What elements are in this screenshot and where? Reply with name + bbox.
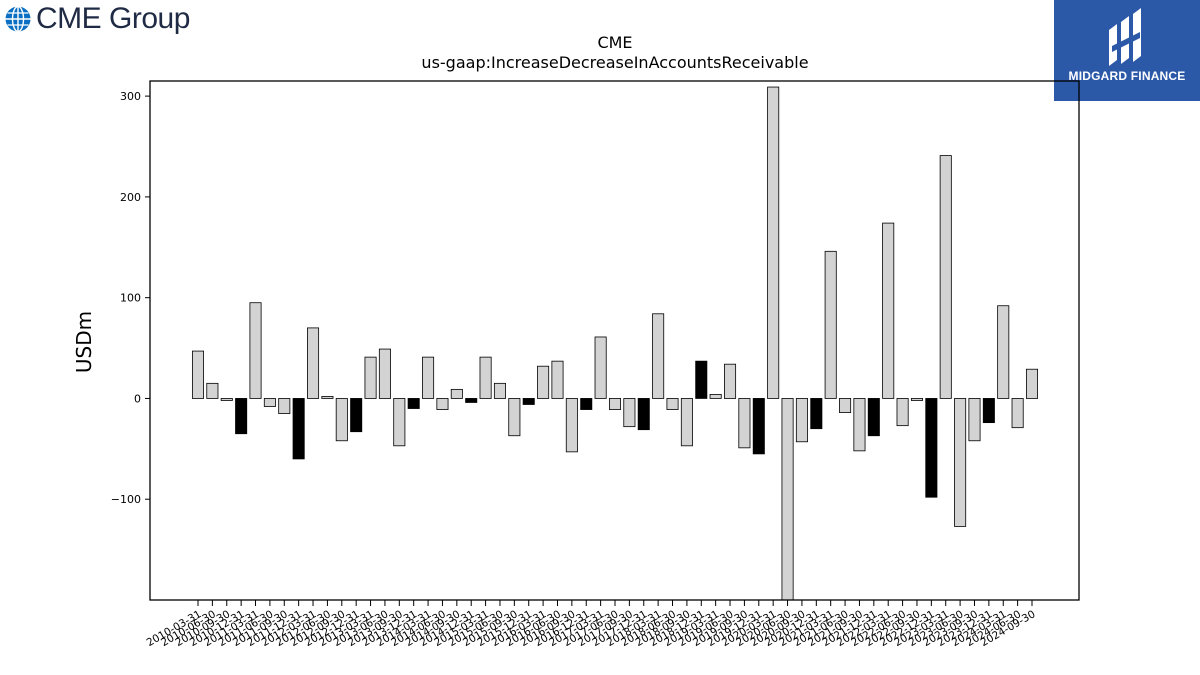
bar bbox=[493, 382, 506, 399]
bar bbox=[882, 222, 895, 399]
bar bbox=[853, 398, 866, 452]
bar bbox=[407, 398, 420, 409]
bar bbox=[982, 398, 995, 424]
bar bbox=[752, 398, 765, 455]
bar bbox=[235, 398, 248, 435]
y-axis-ticks: −100 0 100 200 300 bbox=[111, 90, 150, 506]
x-axis-ticks: 2010-03-312010-06-302010-09-302010-12-31… bbox=[145, 600, 1038, 649]
y-tick-label: 100 bbox=[120, 292, 141, 305]
bar bbox=[364, 356, 377, 399]
bar bbox=[508, 398, 521, 437]
chart-subtitle: us-gaap:IncreaseDecreaseInAccountsReceiv… bbox=[421, 53, 808, 72]
bar bbox=[465, 398, 478, 403]
bar bbox=[335, 398, 348, 442]
bar bbox=[594, 336, 607, 399]
bar bbox=[393, 398, 406, 447]
y-tick-label: 300 bbox=[120, 90, 141, 103]
bar bbox=[738, 398, 751, 449]
bar bbox=[292, 398, 305, 460]
bar bbox=[910, 398, 923, 401]
cme-group-logo: CME Group bbox=[4, 2, 190, 36]
bar bbox=[781, 398, 794, 601]
bar bbox=[378, 348, 391, 399]
y-axis-label: USDm bbox=[72, 311, 96, 373]
bar bbox=[249, 302, 262, 399]
globe-icon bbox=[5, 5, 31, 33]
bar bbox=[321, 396, 334, 399]
midgard-finance-logo: MIDGARD FINANCE bbox=[1054, 0, 1200, 101]
midgard-emblem-icon bbox=[1109, 8, 1141, 66]
bar bbox=[824, 250, 837, 399]
bar bbox=[666, 398, 679, 410]
bar bbox=[810, 398, 823, 430]
bar bbox=[1025, 368, 1039, 399]
bar bbox=[479, 356, 492, 399]
bar bbox=[637, 398, 650, 431]
bar bbox=[925, 398, 938, 498]
bar bbox=[422, 356, 435, 399]
bar bbox=[724, 363, 737, 399]
bar bbox=[1011, 398, 1024, 429]
bar bbox=[263, 398, 276, 407]
bar bbox=[623, 398, 636, 428]
bar bbox=[695, 360, 708, 399]
bar bbox=[522, 398, 535, 405]
bar bbox=[191, 350, 205, 399]
y-tick-label: 0 bbox=[134, 392, 141, 405]
bar bbox=[608, 398, 622, 410]
bar bbox=[968, 398, 981, 442]
bar bbox=[896, 398, 909, 427]
bar bbox=[436, 398, 449, 410]
bar bbox=[580, 398, 593, 410]
bar bbox=[450, 388, 463, 399]
bar bbox=[278, 398, 291, 414]
bar bbox=[867, 398, 880, 437]
bar bbox=[307, 327, 320, 399]
bar bbox=[839, 398, 852, 413]
bar bbox=[220, 398, 233, 401]
bar bbox=[997, 305, 1010, 399]
bar bbox=[565, 398, 578, 453]
bar bbox=[680, 398, 693, 447]
bar bbox=[795, 398, 808, 443]
cme-logo-text: CME Group bbox=[36, 2, 190, 35]
chart-title: CME bbox=[597, 33, 632, 52]
y-tick-label: −100 bbox=[111, 493, 141, 506]
bar bbox=[206, 382, 219, 399]
bars-group bbox=[191, 86, 1039, 601]
bar bbox=[350, 398, 363, 433]
bar bbox=[551, 360, 564, 399]
y-tick-label: 200 bbox=[120, 191, 141, 204]
bar bbox=[709, 394, 722, 399]
bar bbox=[537, 365, 550, 399]
bar bbox=[652, 313, 665, 399]
midgard-logo-text: MIDGARD FINANCE bbox=[1068, 69, 1186, 83]
plot-frame bbox=[149, 80, 1080, 601]
bar bbox=[939, 155, 952, 399]
bar bbox=[767, 86, 780, 399]
bar bbox=[954, 398, 967, 527]
